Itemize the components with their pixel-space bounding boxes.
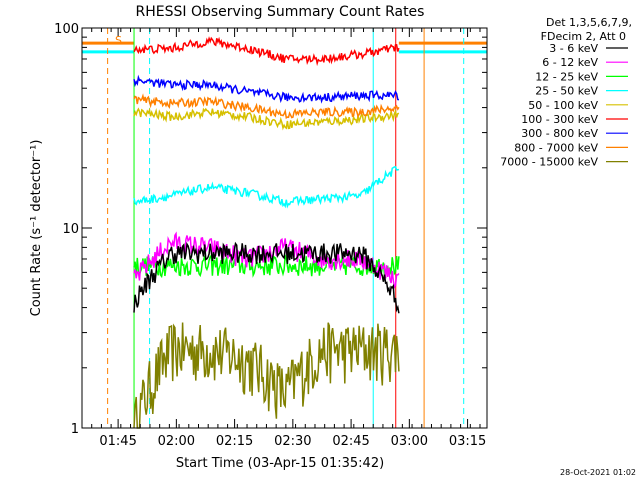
legend-label-3-6-kev: 3 - 6 keV [549,42,598,55]
x-tick-label: 03:00 [391,434,428,449]
legend-label-25-50-kev: 25 - 50 keV [535,85,598,98]
x-axis: 01:45 02:00 02:15 02:30 02:45 03:00 03:15 [81,28,486,449]
footer-date: 28-Oct-2021 01:02 [560,468,636,477]
series-line-6-12-kev [133,231,400,290]
y-tick-label: 100 [54,22,79,37]
series-line-800-7000-kev [133,93,400,120]
x-tick-label: 01:45 [99,434,136,449]
legend-header-line-2: FDecim 2, Att 0 [541,30,626,43]
y-axis-label: Count Rate (s⁻¹ detector⁻¹) [29,140,44,317]
legend-label-50-100-kev: 50 - 100 keV [528,99,598,112]
series-line-50-100-kev [133,107,400,131]
series-line-3-6-kev [133,241,400,314]
x-tick-label: 02:30 [274,434,311,449]
legend-header-line-1: Det 1,3,5,6,7,9, [546,16,632,29]
series-line-25-50-kev [133,165,400,209]
legend-label-300-800-kev: 300 - 800 keV [521,127,598,140]
y-tick-label: 10 [62,222,79,237]
chart-title: RHESSI Observing Summary Count Rates [136,4,425,20]
x-tick-label: 02:45 [332,434,369,449]
plot-area [82,28,487,429]
x-tick-label: 02:15 [216,434,253,449]
legend-label-7000-15000-kev: 7000 - 15000 keV [500,156,598,169]
legend: Det 1,3,5,6,7,9, FDecim 2, Att 0 3 - 6 k… [500,16,632,169]
legend-label-12-25-kev: 12 - 25 keV [535,70,598,83]
legend-label-6-12-kev: 6 - 12 keV [542,56,598,69]
series-line-300-800-kev [133,74,400,104]
y-axis: 1 10 100 [54,22,487,437]
series-line-7000-15000-kev [133,322,400,429]
x-tick-label: 03:15 [449,434,486,449]
legend-label-100-300-kev: 100 - 300 keV [521,113,598,126]
x-tick-label: 02:00 [158,434,195,449]
legend-label-800-7000-kev: 800 - 7000 keV [514,141,598,154]
series-line-100-300-kev [133,36,400,67]
plot-frame [81,27,488,429]
x-axis-label: Start Time (03-Apr-15 01:35:42) [176,456,384,471]
y-tick-label: 1 [71,422,79,437]
flag-letter-s: S [115,34,122,47]
